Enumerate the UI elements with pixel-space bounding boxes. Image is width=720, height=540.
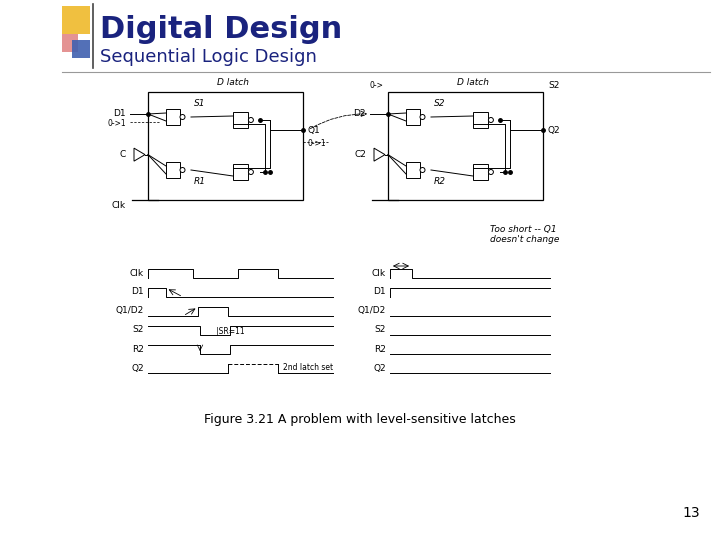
Text: Figure 3.21 A problem with level-sensitive latches: Figure 3.21 A problem with level-sensiti… [204,414,516,427]
Text: Q2: Q2 [131,363,144,373]
Polygon shape [166,162,180,178]
Text: 0->: 0-> [369,80,383,90]
Bar [388,92,543,200]
Text: Clk: Clk [112,200,126,210]
Text: 2nd latch set: 2nd latch set [283,363,333,373]
Polygon shape [406,162,420,178]
Text: 0->1: 0->1 [308,139,327,148]
Text: Q1: Q1 [308,125,320,134]
Text: 13: 13 [683,506,700,520]
Text: S2: S2 [434,99,446,108]
Text: Q2: Q2 [548,125,561,134]
Circle shape [180,167,185,172]
Text: doesn't change: doesn't change [490,235,559,244]
Text: D2: D2 [354,110,366,118]
Polygon shape [166,109,180,125]
Text: D1: D1 [113,110,126,118]
Text: Digital Design: Digital Design [100,16,342,44]
Text: |SR=11: |SR=11 [216,327,245,335]
Bar [62,34,78,52]
Polygon shape [473,112,488,128]
Text: R2: R2 [374,345,386,354]
Circle shape [180,114,185,119]
Text: D1: D1 [131,287,144,296]
Bar [148,92,303,200]
Polygon shape [374,148,385,161]
Polygon shape [134,148,145,161]
Text: S2: S2 [374,326,386,334]
Text: R2: R2 [132,345,144,354]
Text: 0->1: 0->1 [107,118,126,127]
Circle shape [248,118,253,123]
Bar [72,40,90,58]
Text: C: C [120,150,126,159]
Polygon shape [406,109,420,125]
Text: Clk: Clk [372,268,386,278]
Bar [62,6,90,34]
Text: S2: S2 [132,326,144,334]
Polygon shape [233,112,248,128]
Circle shape [248,170,253,174]
Circle shape [420,167,425,172]
Text: R1: R1 [194,177,206,186]
Circle shape [488,118,493,123]
Text: R2: R2 [434,177,446,186]
Text: Q2: Q2 [374,363,386,373]
Polygon shape [473,164,488,180]
Text: C2: C2 [354,150,366,159]
Text: D latch: D latch [217,78,249,87]
Text: Too short -- Q1: Too short -- Q1 [490,225,557,234]
Text: Clk: Clk [130,268,144,278]
Polygon shape [233,164,248,180]
Text: Q1/D2: Q1/D2 [116,307,144,315]
Text: D1: D1 [374,287,386,296]
Text: S2: S2 [548,80,559,90]
Text: D latch: D latch [457,78,490,87]
Text: Q1/D2: Q1/D2 [358,307,386,315]
Circle shape [488,170,493,174]
Text: S1: S1 [194,99,206,108]
Text: Sequential Logic Design: Sequential Logic Design [100,48,317,66]
Circle shape [420,114,425,119]
